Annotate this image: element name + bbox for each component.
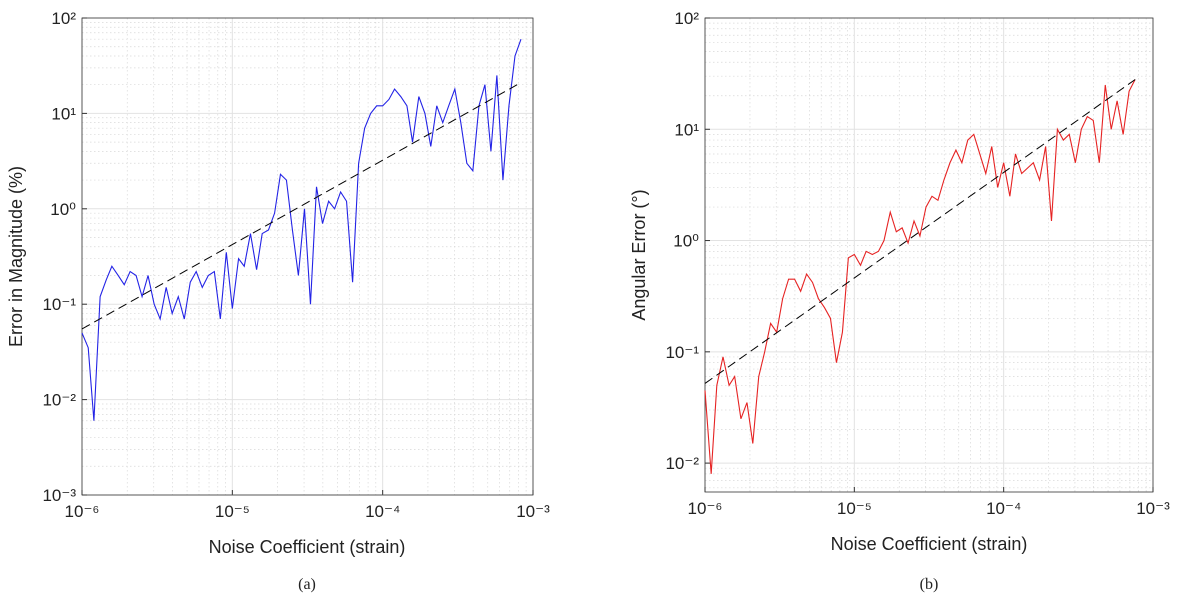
x-tick-label: 10⁻⁶ — [688, 499, 723, 518]
axes-frame — [704, 17, 1154, 493]
x-axis-label: Noise Coefficient (strain) — [209, 537, 406, 557]
y-axis-label: Error in Magnitude (%) — [6, 166, 26, 347]
caption: (a) — [298, 576, 316, 593]
x-tick-label: 10⁻³ — [1136, 499, 1170, 518]
y-tick-label: 10¹ — [51, 104, 76, 123]
y-tick-label: 10¹ — [674, 120, 699, 139]
y-tick-label: 10⁰ — [50, 200, 76, 219]
y-tick-label: 10² — [674, 9, 699, 28]
axes-frame — [81, 17, 534, 496]
x-tick-label: 10⁻⁶ — [65, 502, 100, 521]
y-tick-label: 10⁰ — [673, 232, 699, 251]
x-axis-label: Noise Coefficient (strain) — [831, 534, 1028, 554]
y-tick-label: 10² — [51, 9, 76, 28]
caption: (b) — [920, 576, 939, 593]
y-axis-label: Angular Error (°) — [629, 189, 649, 320]
y-tick-label: 10⁻¹ — [42, 295, 76, 314]
fit-line — [704, 79, 1136, 384]
y-tick-label: 10⁻¹ — [665, 343, 699, 362]
data-line — [81, 38, 522, 421]
y-tick-label: 10⁻² — [42, 391, 76, 410]
x-tick-label: 10⁻⁵ — [837, 499, 872, 518]
x-tick-label: 10⁻⁴ — [986, 499, 1021, 518]
plot-area — [705, 18, 1153, 492]
x-tick-label: 10⁻⁴ — [365, 502, 400, 521]
y-tick-label: 10⁻² — [665, 454, 699, 473]
x-tick-label: 10⁻⁵ — [215, 502, 250, 521]
x-tick-label: 10⁻³ — [516, 502, 550, 521]
y-tick-label: 10⁻³ — [42, 486, 76, 505]
